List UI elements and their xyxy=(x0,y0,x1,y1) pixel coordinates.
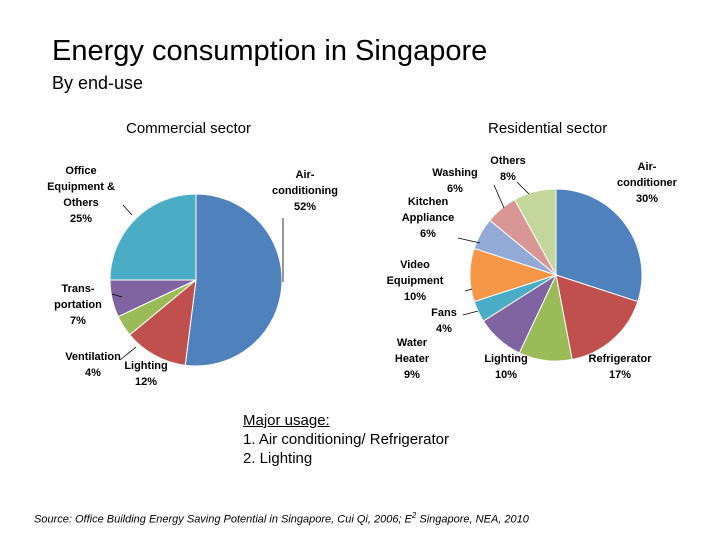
residential-leader-line-5 xyxy=(464,288,473,292)
residential-slice-label-0: Air-conditioner 30% xyxy=(617,161,678,205)
residential-slice-8 xyxy=(513,188,557,276)
major-usage-box: Major usage: 1. Air conditioning/ Refrig… xyxy=(243,411,449,468)
residential-slice-label-2: Lighting 10% xyxy=(484,353,527,381)
source-superscript: 2 xyxy=(411,511,417,520)
commercial-slice-label-1: Lighting 12% xyxy=(124,360,167,388)
page-subtitle: By end-use xyxy=(52,73,144,93)
residential-slice-label-4: Fans 4% xyxy=(431,307,457,335)
residential-slice-1 xyxy=(555,274,639,361)
major-usage-title: Major usage: xyxy=(243,412,330,429)
residential-slice-label-6: Kitchen Appliance 6% xyxy=(402,196,455,240)
page-title: Energy consumption in Singapore xyxy=(52,35,488,67)
residential-slice-label-5: Video Equipment 10% xyxy=(387,259,444,303)
residential-slice-label-3: Water Heater 9% xyxy=(395,337,430,381)
commercial-slice-label-0: Air-conditioning 52% xyxy=(272,169,338,213)
commercial-chart-title: Commercial sector xyxy=(126,120,252,137)
residential-leader-line-7 xyxy=(493,184,505,209)
major-usage-item-2: 2. Lighting xyxy=(243,450,313,467)
residential-slice-label-7: Washing 6% xyxy=(432,167,477,195)
residential-chart-title: Residential sector xyxy=(488,120,608,137)
commercial-slice-label-2: Ventilation 4% xyxy=(65,351,121,379)
commercial-slice-4 xyxy=(109,193,197,281)
residential-leader-line-8 xyxy=(516,181,530,195)
residential-slice-label-8: Others 8% xyxy=(490,155,525,183)
commercial-slice-label-3: Trans-portation 7% xyxy=(54,283,102,327)
residential-slice-0 xyxy=(555,188,643,303)
residential-leader-line-4 xyxy=(462,310,479,316)
commercial-slice-1 xyxy=(129,278,197,366)
commercial-leader-line-2 xyxy=(119,346,137,361)
commercial-leader-line-4 xyxy=(122,204,133,216)
residential-slice-label-1: Refrigerator 17% xyxy=(589,353,653,381)
commercial-slice-0 xyxy=(184,193,283,367)
commercial-leader-line-3 xyxy=(111,293,123,298)
source-note: Source: Office Building Energy Saving Po… xyxy=(34,511,529,526)
major-usage-item-1: 1. Air conditioning/ Refrigerator xyxy=(243,431,449,448)
commercial-slice-label-4: Office Equipment & Others 25% xyxy=(47,165,115,225)
residential-leader-line-6 xyxy=(457,237,481,244)
